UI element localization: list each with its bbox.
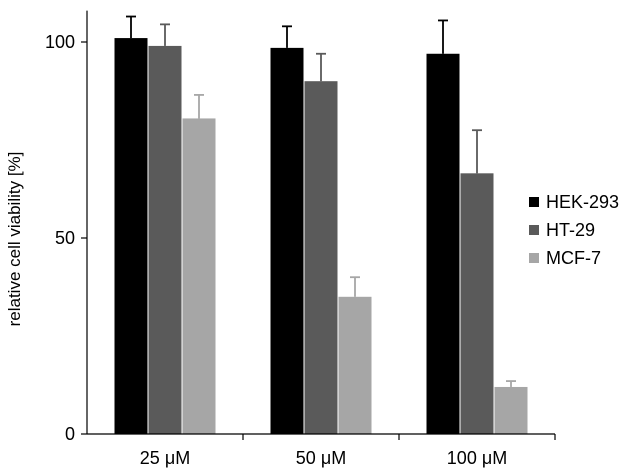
- legend-swatch-mcf-7: [529, 253, 539, 263]
- bar-mcf-7-1: [182, 118, 216, 434]
- bar-ht-29-2: [304, 81, 338, 434]
- y-axis-label: relative cell viability [%]: [5, 152, 24, 327]
- legend-label: HEK-293: [546, 192, 619, 212]
- legend: HEK-293 HT-29 MCF-7: [529, 192, 619, 268]
- x-axis-ticks: 25 μM 50 μM 100 μM: [140, 434, 556, 468]
- bar-ht-29-3: [460, 173, 494, 434]
- bars: [114, 38, 528, 435]
- x-tick-label: 25 μM: [140, 448, 190, 468]
- legend-swatch-hek-293: [529, 197, 539, 207]
- error-bars: [126, 15, 516, 387]
- bar-mcf-7-2: [338, 296, 372, 434]
- y-tick-label: 0: [65, 424, 75, 444]
- bar-hek-293-1: [114, 38, 148, 435]
- bar-hek-293-3: [426, 53, 460, 434]
- x-tick-label: 100 μM: [447, 448, 507, 468]
- bar-hek-293-2: [270, 47, 304, 434]
- legend-swatch-ht-29: [529, 225, 539, 235]
- y-tick-label: 100: [45, 32, 75, 52]
- legend-label: HT-29: [546, 220, 595, 240]
- bar-ht-29-1: [148, 45, 182, 435]
- bar-mcf-7-3: [494, 386, 528, 434]
- x-tick-label: 50 μM: [296, 448, 346, 468]
- legend-label: MCF-7: [546, 248, 601, 268]
- y-tick-label: 50: [55, 228, 75, 248]
- y-axis-ticks: 0 50 100: [45, 32, 87, 444]
